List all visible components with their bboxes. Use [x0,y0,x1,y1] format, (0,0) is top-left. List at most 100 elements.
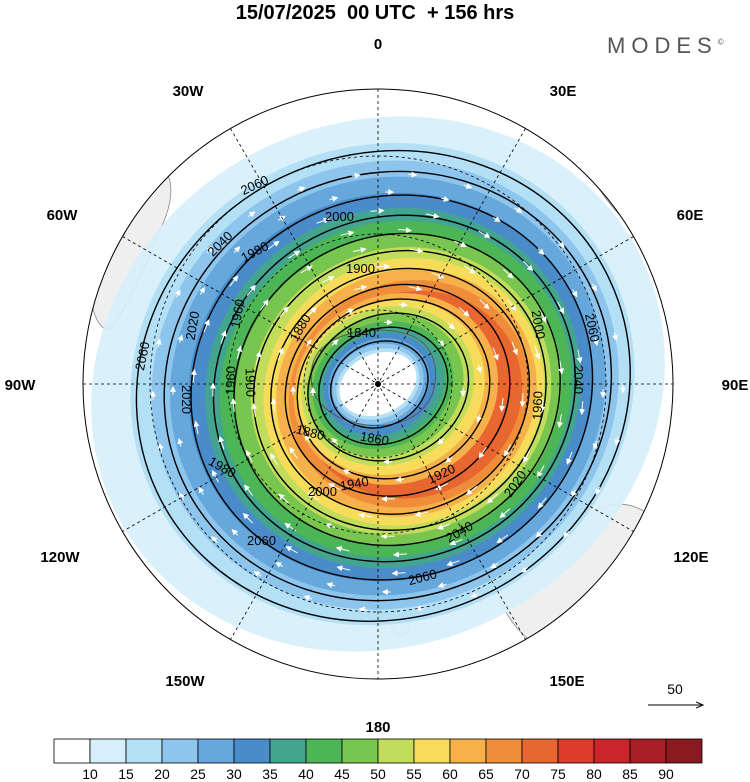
wind-arrow [445,456,453,463]
wind-arrow [230,398,237,412]
contour-label: 2000 [529,309,549,340]
wind-arrow [558,360,565,375]
wind-arrow [289,446,298,459]
wind-arrow [612,332,618,341]
colorbar-swatch [125,738,163,764]
wind-arrow [579,401,586,416]
colorbar-tick-label: 60 [442,766,458,782]
colorbar-swatch [269,738,307,764]
wind-arrow [277,347,284,361]
wind-arrow [155,338,162,348]
colorbar-swatch [197,738,235,764]
colorbar-tick-label: 20 [154,766,170,782]
colorbar-tick-label: 35 [262,766,278,782]
wind-arrow [592,337,599,347]
map-title: 15/07/2025 00 UTC + 156 hrs [235,2,515,24]
lon-label-120e: 120E [673,549,708,566]
lon-label-150e: 150E [549,673,584,690]
wind-arrow [591,283,597,292]
south-pole-marker [375,381,381,387]
contour-label: 1840 [347,325,376,340]
wind-arrow [174,289,181,298]
longitude-labels: 0 30E 60E 90E 120E 150E 180 150W 120W 90… [5,36,749,736]
colorbar-swatch [485,738,523,764]
colorbar-tick-label: 70 [514,766,530,782]
wind-vectors [150,171,626,613]
wind-arrow [190,368,197,383]
wind-arrow [409,247,424,254]
wind-arrow [251,403,258,417]
wind-arrow [437,523,451,530]
wind-arrow [255,351,262,365]
wind-arrow [326,582,336,589]
wind-arrow [177,437,184,447]
contour-label: 2060 [407,566,439,588]
lon-label-90w: 90W [5,377,37,394]
contour-label: 1960 [529,391,545,420]
wind-arrow [247,211,256,218]
wind-arrow [449,538,463,546]
wind-arrow [270,452,278,466]
colorbar-swatch [377,738,415,764]
wind-arrow [303,595,313,601]
wind-arrow [537,465,545,478]
wind-arrow [329,195,339,202]
lon-label-30w: 30W [173,83,205,100]
wind-arrow [476,364,483,374]
wind-arrow [487,493,498,504]
wind-arrow [476,414,482,423]
wind-arrow [270,397,277,412]
lon-label-120w: 120W [40,549,80,566]
brand-name: MODES [607,33,718,58]
colorbar-tick-label: 85 [622,766,638,782]
wind-arrow [285,546,298,554]
wind-arrow [358,512,373,519]
colorbar-tick-label: 90 [658,766,674,782]
wind-arrow [514,207,523,213]
wind-arrow [392,551,407,558]
wind-arrow [244,484,253,496]
colorbar-swatch [233,738,271,764]
colorbar-swatch [305,738,343,764]
wind-arrow [523,450,531,463]
colorbar-tick-label: 45 [334,766,350,782]
wind-arrow [253,571,262,577]
wind-arrow [534,345,541,360]
wind-arrow [479,299,490,310]
wind-arrow [321,276,335,283]
wind-arrow [463,183,473,189]
colorbar-tick-label: 10 [82,766,98,782]
colorbar-swatch [413,738,451,764]
colorbar-swatch [557,738,595,764]
wind-arrow [391,570,406,577]
wind-arrow [335,546,350,552]
colorbar-tick-label: 50 [370,766,386,782]
wind-arrow [370,207,385,214]
wind-arrow [447,323,455,330]
lon-label-150w: 150W [165,673,205,690]
wind-arrow [490,562,499,569]
wind-arrow [398,301,408,308]
wind-arrow [437,339,445,347]
contour-label: 1860 [359,429,390,449]
wind-arrow [279,306,289,318]
contour-label-group: 2060 2060 2060 2060 2060 2040 2040 2040 … [132,172,603,588]
wind-arrow [507,299,517,312]
wind-arrow [478,230,491,238]
wind-arrow [537,248,545,256]
wind-arrow [558,241,565,249]
antarctic-coastline [310,329,436,427]
wind-arrow [425,212,440,219]
wind-arrow [504,444,512,457]
wind-arrow [592,440,599,450]
wind-arrow [233,246,241,253]
contour-label: 2040 [571,365,586,394]
contour-label: 2060 [582,312,603,343]
contour-label: 1960 [228,298,248,329]
lon-label-30e: 30E [550,83,577,100]
wind-arrow [278,493,289,504]
wind-arrow [177,334,184,344]
wind-arrow [571,489,577,498]
wind-arrow [179,492,185,501]
wind-arrow [316,217,330,224]
